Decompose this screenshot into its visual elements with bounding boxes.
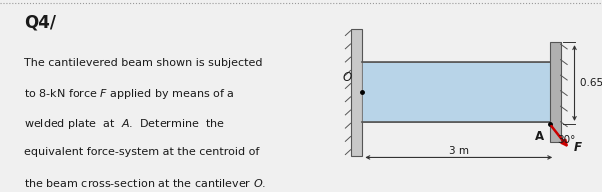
Text: equivalent force-system at the centroid of: equivalent force-system at the centroid … xyxy=(24,147,259,157)
Bar xyxy=(350,29,362,156)
Text: A: A xyxy=(535,130,544,143)
Text: F: F xyxy=(574,141,582,154)
Text: 3 m: 3 m xyxy=(448,146,469,156)
Text: Q4/: Q4/ xyxy=(24,13,56,31)
Bar xyxy=(362,62,550,122)
Text: 30°: 30° xyxy=(557,135,576,145)
Text: The cantilevered beam shown is subjected: The cantilevered beam shown is subjected xyxy=(24,58,262,68)
Bar xyxy=(550,42,560,142)
Text: 0.65 m: 0.65 m xyxy=(580,78,602,88)
Text: O: O xyxy=(343,71,352,84)
Text: the beam cross-section at the cantilever $\mathit{O}$.: the beam cross-section at the cantilever… xyxy=(24,177,266,189)
Text: to 8-kN force $\mathit{F}$ applied by means of a: to 8-kN force $\mathit{F}$ applied by me… xyxy=(24,87,234,101)
Text: welded plate  at  $\mathit{A}$.  Determine  the: welded plate at $\mathit{A}$. Determine … xyxy=(24,117,225,131)
FancyArrowPatch shape xyxy=(551,126,566,145)
